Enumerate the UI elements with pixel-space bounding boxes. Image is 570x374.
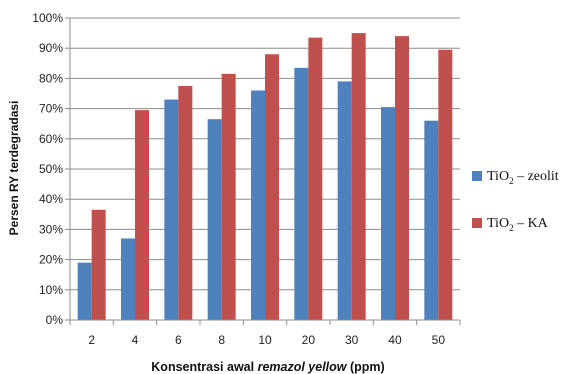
y-axis-label: Persen RY terdegradasi (7, 101, 21, 236)
bar (294, 67, 309, 320)
bar (438, 49, 453, 321)
y-tick-label: 20% (39, 253, 63, 267)
bar (91, 209, 106, 320)
x-tick-label: 30 (345, 333, 359, 347)
x-axis-label-part: Konsentrasi awal (151, 360, 257, 374)
legend: TiO2 – zeolit TiO2 – KA (472, 169, 559, 233)
x-tick-label: 8 (218, 333, 225, 347)
bar (351, 33, 366, 320)
axes (69, 18, 461, 325)
y-tick-label: 60% (39, 132, 63, 146)
y-tick-label: 30% (39, 222, 63, 236)
y-tick-label: 90% (39, 41, 63, 55)
bar (424, 120, 439, 321)
x-axis-label-part: (ppm) (347, 360, 385, 374)
x-tick-label: 20 (302, 333, 316, 347)
x-axis-label: Konsentrasi awal remazol yellow (ppm) (151, 360, 384, 374)
bar (337, 81, 352, 320)
bar (221, 73, 236, 321)
bars (77, 33, 453, 321)
y-tick-label: 70% (39, 102, 63, 116)
x-tick-label: 50 (432, 333, 446, 347)
bar (164, 99, 179, 320)
x-tick-label: 40 (388, 333, 402, 347)
bar (135, 110, 149, 320)
bar (207, 119, 222, 320)
x-tick-labels: 2 4 6 8 10 20 30 40 50 (88, 333, 445, 347)
x-axis-label-emphasis: remazol yellow (258, 360, 348, 374)
y-tick-label: 40% (39, 192, 63, 206)
bar (308, 37, 323, 320)
y-tick-label: 80% (39, 71, 63, 85)
y-tick-label: 100% (32, 11, 63, 25)
bar (178, 85, 193, 320)
bar (395, 36, 409, 321)
bar (121, 238, 135, 320)
x-tick-label: 2 (88, 333, 95, 347)
bar (251, 90, 265, 320)
y-tick-label: 10% (39, 283, 63, 297)
x-tick-label: 6 (175, 333, 182, 347)
bar (381, 107, 395, 320)
y-tick-label: 50% (39, 162, 63, 176)
x-tick-label: 10 (258, 333, 272, 347)
legend-swatch (472, 171, 482, 181)
y-tick-labels: 0% 10% 20% 30% 40% 50% 60% 70% 80% 90% 100% (32, 11, 63, 327)
legend-label: TiO2 – zeolit (487, 169, 559, 186)
legend-swatch (472, 218, 482, 228)
bar (77, 262, 92, 320)
x-tick-label: 4 (132, 333, 139, 347)
bar (265, 54, 279, 321)
legend-label: TiO2 – KA (487, 216, 549, 233)
y-tick-label: 0% (46, 313, 64, 327)
